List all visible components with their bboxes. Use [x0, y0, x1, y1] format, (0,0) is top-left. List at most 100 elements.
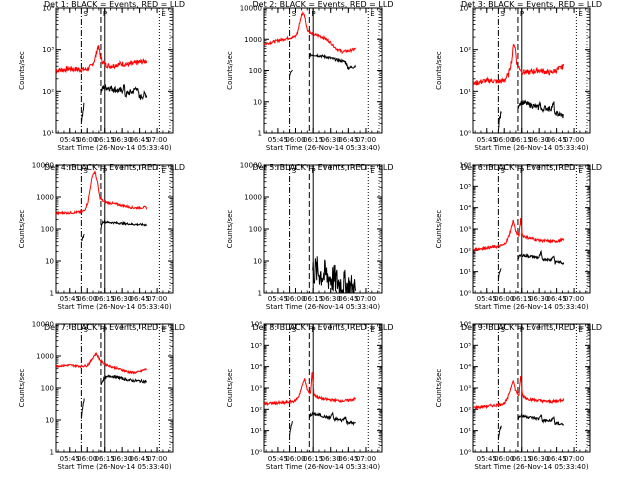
x-tick-label: 06:30	[112, 136, 132, 144]
marker-label-s: S	[83, 10, 88, 18]
x-tick-label: 05:45	[60, 295, 80, 303]
x-tick-label: 06:00	[494, 295, 514, 303]
y-tick-label: 10⁰	[459, 449, 471, 457]
x-axis-label: Start Time (26-Nov-14 05:33:40)	[57, 303, 171, 311]
series-group	[56, 169, 148, 242]
series-lld	[473, 43, 565, 86]
marker-label-e: E	[161, 326, 165, 334]
y-tick-label: 10⁶	[250, 321, 262, 329]
y-tick-label: 10	[45, 417, 54, 425]
x-tick-label: 06:15	[512, 136, 532, 144]
series-events	[80, 398, 85, 419]
x-tick-label: 06:00	[494, 455, 514, 463]
y-tick-label: 10⁴	[250, 363, 262, 371]
x-tick-label: 06:30	[112, 455, 132, 463]
x-tick-label: 06:15	[512, 295, 532, 303]
y-tick-label: 100	[41, 226, 54, 234]
y-tick-label: 10²	[459, 247, 471, 255]
x-tick-label: 07:00	[147, 136, 167, 144]
y-axis-label: Counts/sec	[18, 51, 26, 90]
y-tick-label: 100	[41, 385, 54, 393]
series-events	[497, 425, 502, 440]
y-tick-label: 10¹	[42, 130, 54, 138]
y-tick-label: 10000	[240, 5, 262, 13]
x-tick-label: 06:00	[285, 455, 305, 463]
detector-panel-3: Det 3: BLACK = Events, RED = LLD 10⁰ 10¹ 10…	[435, 0, 602, 152]
x-axis-label: Start Time (26-Nov-14 05:33:40)	[474, 303, 588, 311]
marker-label-e: E	[370, 167, 374, 175]
y-tick-label: 10¹	[459, 88, 471, 96]
y-tick-label: 10000	[32, 162, 54, 170]
x-tick-label: 06:15	[95, 455, 115, 463]
marker-label-s: S	[292, 167, 297, 175]
x-tick-label: 06:15	[95, 136, 115, 144]
detector-panel-7: Det 7: BLACK = Events, RED = LLD 1 10 100 10…	[18, 321, 185, 472]
x-tick-label: 06:45	[338, 136, 358, 144]
panel-title: Det 3: BLACK = Events, RED = LLD	[461, 0, 602, 9]
panel-title: Det 4: BLACK = Events, RED = LLD	[44, 163, 185, 172]
x-tick-label: 05:45	[60, 455, 80, 463]
x-tick-label: 05:45	[268, 455, 288, 463]
x-tick-label: 06:45	[547, 295, 567, 303]
x-tick-label: 06:45	[130, 136, 150, 144]
series-events	[497, 111, 502, 131]
y-tick-label: 10¹	[250, 427, 262, 435]
y-tick-label: 100	[249, 67, 262, 75]
x-tick-label: 06:45	[338, 455, 358, 463]
y-tick-label: 1	[50, 449, 54, 457]
marker-label-e: E	[578, 10, 582, 18]
x-tick-label: 07:00	[564, 295, 584, 303]
x-axis-label: Start Time (26-Nov-14 05:33:40)	[474, 144, 588, 152]
y-axis-label: Counts/sec	[18, 210, 26, 249]
series-events	[308, 52, 356, 70]
y-tick-label: 10000	[240, 162, 262, 170]
y-tick-label: 1000	[36, 353, 54, 361]
y-tick-label: 10	[45, 258, 54, 266]
x-tick-label: 07:00	[147, 455, 167, 463]
marker-label-e: E	[578, 167, 582, 175]
y-axis-label: Counts/sec	[435, 210, 443, 249]
y-tick-label: 1	[50, 290, 54, 298]
series-events	[517, 99, 564, 119]
panel-title: Det 9: BLACK = Events, RED = LLD	[461, 323, 602, 332]
y-axis-label: Counts/sec	[226, 51, 234, 90]
panel-title: Det 2: BLACK = Events, RED = LLD	[253, 0, 394, 9]
x-tick-label: 06:00	[77, 455, 97, 463]
marker-label-s: S	[500, 167, 505, 175]
marker-label-s: S	[292, 326, 297, 334]
series-events	[308, 411, 356, 427]
series-lld	[56, 44, 148, 74]
x-tick-label: 05:45	[477, 136, 497, 144]
marker-label-e: E	[578, 326, 582, 334]
series-events	[289, 69, 293, 76]
series-lld	[56, 352, 147, 375]
x-tick-label: 05:45	[268, 136, 288, 144]
series-lld	[56, 169, 148, 216]
series-events	[497, 268, 502, 282]
x-tick-label: 06:15	[303, 136, 323, 144]
y-axis-label: Counts/sec	[18, 369, 26, 408]
x-tick-label: 05:45	[477, 295, 497, 303]
x-tick-label: 07:00	[356, 455, 376, 463]
series-events	[517, 413, 565, 426]
y-tick-label: 10⁵	[250, 342, 262, 350]
panel-title: Det 6: BLACK = Events, RED = LLD	[461, 163, 602, 172]
panel-title: Det 5: BLACK = Events, RED = LLD	[253, 163, 394, 172]
y-tick-label: 1000	[244, 36, 262, 44]
y-tick-label: 10⁶	[459, 162, 471, 170]
series-group	[312, 256, 356, 293]
y-tick-label: 1	[258, 130, 262, 138]
y-tick-label: 10⁴	[459, 204, 471, 212]
x-axis-label: Start Time (26-Nov-14 05:33:40)	[57, 144, 171, 152]
detector-panel-8: Det 8: BLACK = Events, RED = LLD 10⁰ 10¹ 10…	[226, 321, 393, 472]
x-tick-label: 06:00	[77, 295, 97, 303]
series-group	[56, 352, 147, 419]
y-tick-label: 10³	[459, 385, 471, 393]
y-tick-label: 1	[258, 290, 262, 298]
y-tick-label: 10²	[250, 406, 262, 414]
series-events	[100, 374, 147, 386]
x-tick-label: 07:00	[356, 295, 376, 303]
series-events	[289, 421, 293, 436]
x-tick-label: 06:30	[529, 455, 549, 463]
